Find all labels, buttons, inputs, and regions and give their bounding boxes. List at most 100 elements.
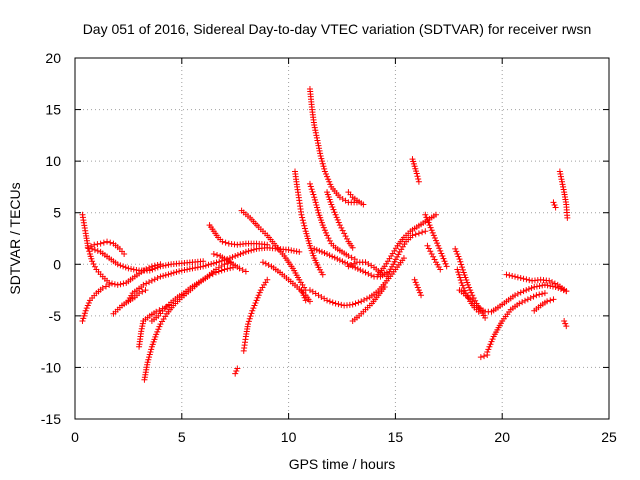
data-point	[334, 255, 341, 262]
data-point	[381, 283, 388, 290]
data-point	[170, 269, 177, 276]
data-point	[440, 255, 447, 262]
data-point	[186, 265, 193, 272]
data-point	[539, 290, 546, 297]
data-point	[549, 279, 556, 286]
data-point	[552, 204, 559, 211]
data-point	[215, 268, 222, 275]
data-point	[487, 341, 494, 348]
data-point	[224, 265, 231, 272]
data-point	[415, 230, 422, 237]
series-arc22	[324, 189, 356, 251]
data-point	[324, 250, 331, 257]
data-point	[148, 263, 155, 270]
data-point	[331, 209, 338, 216]
data-point	[416, 289, 423, 296]
data-point	[184, 266, 191, 273]
data-point	[247, 313, 254, 320]
data-point	[205, 261, 212, 268]
data-point	[328, 201, 335, 208]
data-point	[139, 320, 146, 327]
data-point	[412, 279, 419, 286]
data-point	[436, 245, 443, 252]
data-point	[414, 284, 421, 291]
data-point	[441, 258, 448, 265]
data-point	[482, 314, 489, 321]
data-point	[249, 307, 256, 314]
data-point	[357, 267, 364, 274]
data-point	[89, 258, 96, 265]
data-point	[148, 277, 155, 284]
data-point	[290, 247, 297, 254]
data-point	[325, 235, 332, 242]
data-point	[325, 176, 332, 183]
data-point	[514, 290, 521, 297]
data-point	[200, 258, 207, 265]
data-point	[360, 201, 367, 208]
data-point	[138, 325, 145, 332]
data-point	[519, 299, 526, 306]
data-point	[82, 307, 89, 314]
data-point	[351, 260, 358, 267]
data-point	[335, 301, 342, 308]
data-point	[458, 261, 465, 268]
data-point	[153, 331, 160, 338]
data-point	[117, 281, 124, 288]
data-point	[349, 244, 356, 251]
data-point	[317, 150, 324, 157]
data-point	[465, 281, 472, 288]
y-tick-label: -5	[49, 308, 62, 324]
data-point	[97, 240, 104, 247]
data-point	[79, 318, 86, 325]
data-point	[332, 211, 339, 218]
data-point	[352, 264, 359, 271]
data-point	[503, 271, 510, 278]
x-tick-label: 15	[388, 429, 404, 445]
data-point	[439, 253, 446, 260]
data-point	[459, 282, 466, 289]
series-arc29	[383, 228, 429, 280]
data-point	[83, 305, 90, 312]
data-point	[564, 214, 571, 221]
data-point	[438, 250, 445, 257]
data-point	[559, 178, 566, 185]
data-point	[319, 271, 326, 278]
series-arc20	[306, 85, 360, 206]
data-point	[341, 230, 348, 237]
data-point	[239, 266, 246, 273]
data-point	[320, 163, 327, 170]
data-point	[437, 266, 444, 273]
data-point	[431, 234, 438, 241]
data-point	[428, 227, 435, 234]
data-point	[427, 248, 434, 255]
data-point	[234, 365, 241, 372]
data-point	[176, 268, 183, 275]
data-point	[146, 279, 153, 286]
data-point	[563, 288, 570, 295]
data-point	[91, 246, 98, 253]
data-point	[418, 292, 425, 299]
data-point	[319, 222, 326, 229]
data-point	[139, 323, 146, 330]
series-arc8	[141, 259, 234, 383]
data-point	[300, 220, 307, 227]
data-point	[312, 129, 319, 136]
data-point	[469, 292, 476, 299]
data-point	[314, 207, 321, 214]
data-point	[557, 173, 564, 180]
data-point	[194, 264, 201, 271]
data-point	[520, 288, 527, 295]
data-point	[160, 262, 167, 269]
chart-title: Day 051 of 2016, Sidereal Day-to-day VTE…	[83, 21, 592, 37]
data-point	[489, 336, 496, 343]
data-point	[338, 224, 345, 231]
data-point	[464, 292, 471, 299]
series-arc30	[409, 156, 422, 185]
data-point	[234, 252, 241, 259]
data-point	[461, 287, 468, 294]
data-point	[248, 247, 255, 254]
data-point	[314, 204, 321, 211]
data-point	[363, 295, 370, 302]
data-point	[414, 173, 421, 180]
data-point	[306, 298, 313, 305]
